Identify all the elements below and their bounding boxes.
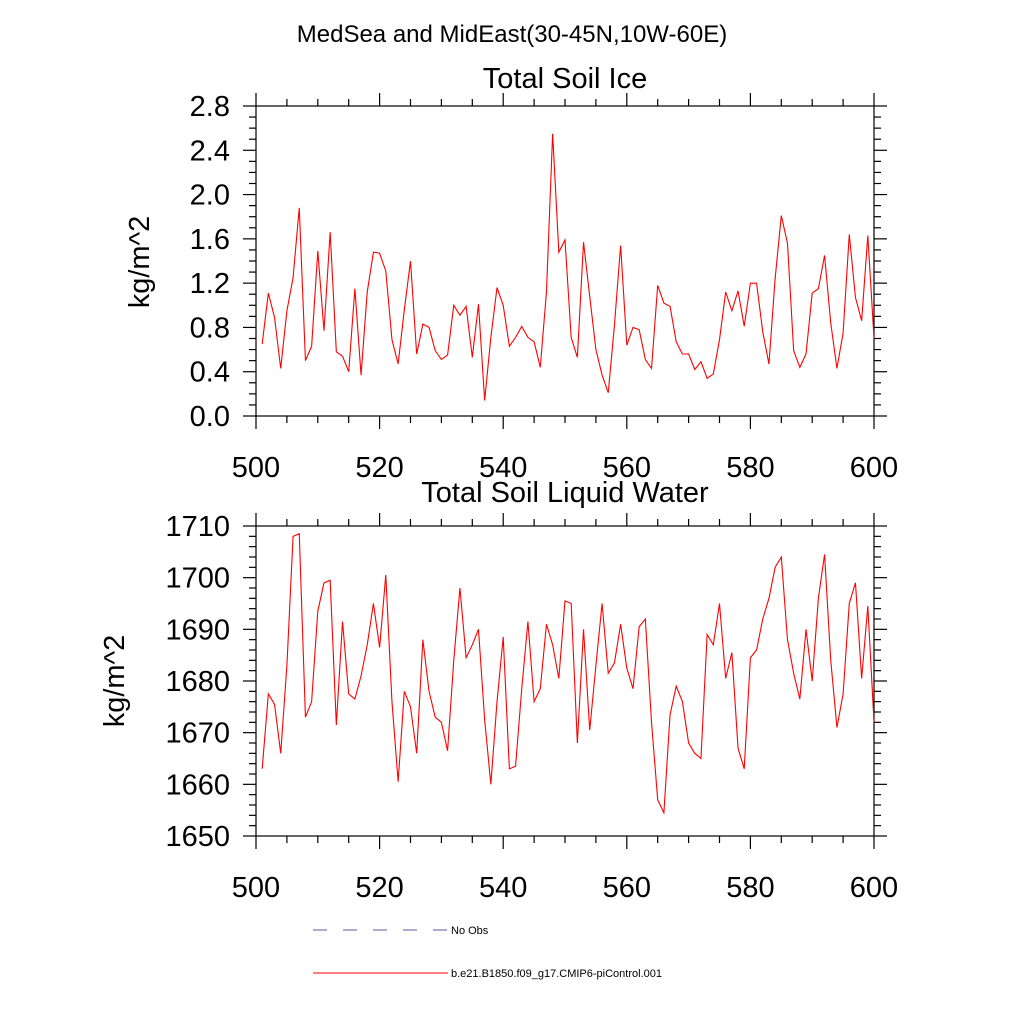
soil-ice-y-axis-label: kg/m^2 (124, 216, 156, 309)
soil-liquid-water-x-tick-label: 500 (232, 872, 280, 904)
soil-liquid-water-y-axis-label: kg/m^2 (99, 635, 131, 728)
soil-ice-chart-title: Total Soil Ice (483, 63, 647, 95)
soil-liquid-water-plot-frame (255, 525, 875, 837)
soil-liquid-water-y-tick-label: 1660 (165, 769, 230, 801)
soil-ice-x-tick-label: 600 (850, 452, 898, 484)
legend-no-obs-label: No Obs (451, 925, 489, 937)
soil-ice-series-line (261, 133, 875, 401)
soil-liquid-water-x-tick-label: 540 (479, 872, 527, 904)
soil-ice-y-tick-label: 0.8 (190, 312, 230, 344)
soil-ice-y-tick-label: 0.0 (190, 401, 230, 433)
soil-ice-x-tick-label: 540 (479, 452, 527, 484)
legend-picontrol-label: b.e21.B1850.f09_g17.CMIP6-piControl.001 (451, 968, 662, 980)
soil-ice-y-tick-label: 2.0 (190, 180, 230, 212)
soil-liquid-water-chart-title: Total Soil Liquid Water (421, 477, 709, 509)
soil-ice-x-tick-label: 560 (603, 452, 651, 484)
soil-liquid-water-x-tick-label: 560 (603, 872, 651, 904)
soil-liquid-water-panel: Total Soil Liquid Water kg/m^2 500 520 540… (99, 477, 898, 904)
soil-liquid-water-x-tick-label: 600 (850, 872, 898, 904)
soil-liquid-water-y-tick-label: 1710 (165, 511, 230, 543)
soil-ice-x-tick-label: 580 (726, 452, 774, 484)
figure-title: MedSea and MidEast(30-45N,10W-60E) (297, 21, 727, 48)
soil-liquid-water-y-tick-label: 1650 (165, 821, 230, 853)
soil-ice-y-tick-label: 1.2 (190, 268, 230, 300)
soil-ice-x-tick-label: 520 (355, 452, 403, 484)
soil-ice-panel: Total Soil Ice kg/m^2 500 520 540 560 580 600… (124, 63, 898, 484)
soil-liquid-water-y-tick-label: 1690 (165, 614, 230, 646)
soil-ice-y-tick-label: 0.4 (190, 357, 230, 389)
legend: No Obs b.e21.B1850.f09_g17.CMIP6-piContr… (313, 925, 662, 980)
soil-liquid-water-x-tick-label: 580 (726, 872, 774, 904)
soil-liquid-water-series-line (261, 532, 875, 815)
soil-ice-y-tick-label: 2.8 (190, 91, 230, 123)
soil-ice-y-tick-label: 1.6 (190, 224, 230, 256)
soil-liquid-water-y-tick-label: 1670 (165, 718, 230, 750)
soil-liquid-water-y-tick-label: 1680 (165, 666, 230, 698)
soil-ice-x-tick-label: 500 (232, 452, 280, 484)
soil-ice-y-tick-label: 2.4 (190, 135, 230, 167)
soil-liquid-water-y-tick-label: 1700 (165, 563, 230, 595)
soil-liquid-water-x-tick-label: 520 (355, 872, 403, 904)
